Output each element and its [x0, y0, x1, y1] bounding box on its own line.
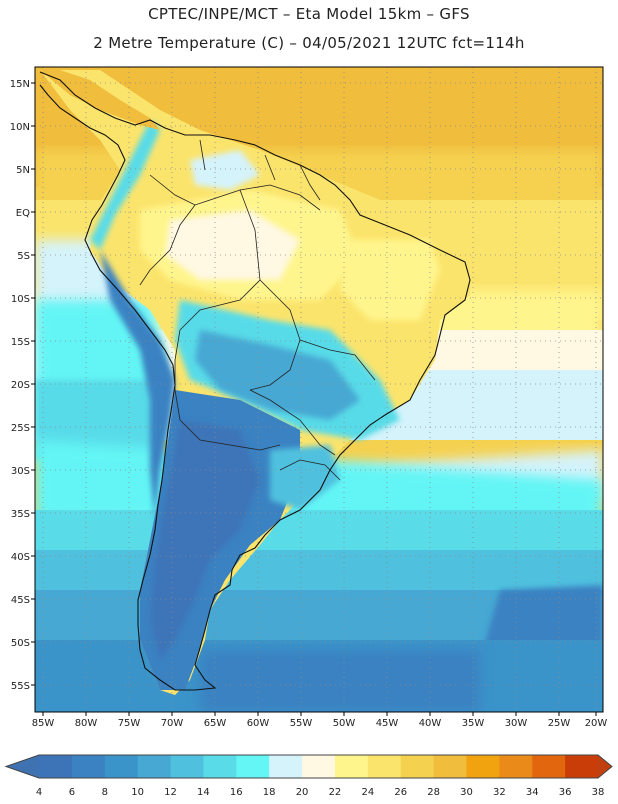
colorbar-label: 4 [36, 787, 42, 798]
colorbar-label: 20 [296, 787, 309, 798]
colorbar-bin [137, 755, 172, 778]
colorbar-bin [466, 755, 500, 778]
colorbar-bin [400, 755, 435, 778]
title-line-1: CPTEC/INPE/MCT – Eta Model 15km – GFS [148, 5, 470, 23]
lon-label: 45W [376, 718, 399, 729]
colorbar-label: 16 [230, 787, 243, 798]
lon-label: 20W [585, 718, 608, 729]
colorbar-bin [334, 755, 369, 778]
colorbar-label: 34 [526, 787, 539, 798]
lat-label: 10N [10, 122, 30, 133]
lat-label: 20S [11, 380, 30, 391]
colorbar-low-arrow [6, 755, 39, 778]
lon-label: 80W [75, 718, 98, 729]
lon-label: 60W [247, 718, 270, 729]
colorbar-label: 18 [263, 787, 276, 798]
longitude-labels: 85W 80W 75W 70W 65W 60W 55W 50W 45W 40W 35W 30W 25W 2… [32, 712, 608, 729]
title-line-2: 2 Metre Temperature (C) – 04/05/2021 12U… [93, 34, 525, 52]
lat-label: 50S [11, 638, 30, 649]
lon-label: 30W [505, 718, 528, 729]
lon-label: 65W [204, 718, 227, 729]
colorbar-bin [269, 755, 303, 778]
lat-label: 25S [11, 423, 30, 434]
colorbar-bin [104, 755, 139, 778]
colorbar-bin [39, 755, 73, 778]
colorbar-label: 24 [361, 787, 374, 798]
colorbar-bin [433, 755, 467, 778]
colorbar-bin [499, 755, 533, 778]
lat-label: 5S [17, 251, 30, 262]
lat-label: 30S [11, 466, 30, 477]
colorbar-label: 6 [69, 787, 75, 798]
colorbar-label: 30 [460, 787, 473, 798]
colorbar-label: 22 [329, 787, 342, 798]
colorbar [4, 754, 613, 779]
lon-label: 50W [333, 718, 356, 729]
lon-label: 35W [462, 718, 485, 729]
latitude-labels: 15N 10N 5N EQ 5S 10S 15S 20S 25S 30S 35S 40S 45S 50S 5… [10, 79, 35, 692]
colorbar-bin [367, 755, 402, 778]
colorbar-bin [532, 755, 566, 778]
colorbar-label: 8 [102, 787, 108, 798]
lon-label: 75W [118, 718, 141, 729]
lat-label: 55S [11, 681, 30, 692]
colorbar-bin [170, 755, 204, 778]
colorbar-label: 14 [197, 787, 210, 798]
colorbar-label: 10 [131, 787, 144, 798]
colorbar-high-arrow [598, 755, 612, 778]
colorbar-bin [302, 755, 336, 778]
colorbar-bin [203, 755, 237, 778]
colorbar-label: 38 [592, 787, 605, 798]
lat-label: 5N [16, 165, 30, 176]
colorbar-label: 28 [427, 787, 440, 798]
colorbar-label: 36 [559, 787, 572, 798]
lon-label: 55W [290, 718, 313, 729]
lat-label: EQ [16, 208, 30, 219]
lat-label: 15N [10, 79, 30, 90]
colorbar-bin [565, 755, 599, 778]
coastline [39, 71, 471, 691]
colorbar-label: 12 [164, 787, 177, 798]
lat-label: 45S [11, 595, 30, 606]
lat-label: 35S [11, 509, 30, 520]
colorbar-outline [4, 754, 613, 779]
lon-label: 70W [161, 718, 184, 729]
colorbar-label: 32 [493, 787, 506, 798]
lat-label: 15S [11, 337, 30, 348]
colorbar-label: 26 [394, 787, 407, 798]
country-borders [139, 139, 376, 481]
lat-label: 40S [11, 552, 30, 563]
lon-label: 40W [419, 718, 442, 729]
temperature-field [35, 67, 603, 712]
colorbar-bin [71, 755, 106, 778]
lon-label: 25W [548, 718, 571, 729]
colorbar-labels: 4 6 8 10 12 14 16 18 20 22 24 26 28 30 32 34 36 38 [36, 787, 605, 798]
colorbar-bin [236, 755, 270, 778]
lat-label: 10S [11, 294, 30, 305]
lon-label: 85W [32, 718, 55, 729]
